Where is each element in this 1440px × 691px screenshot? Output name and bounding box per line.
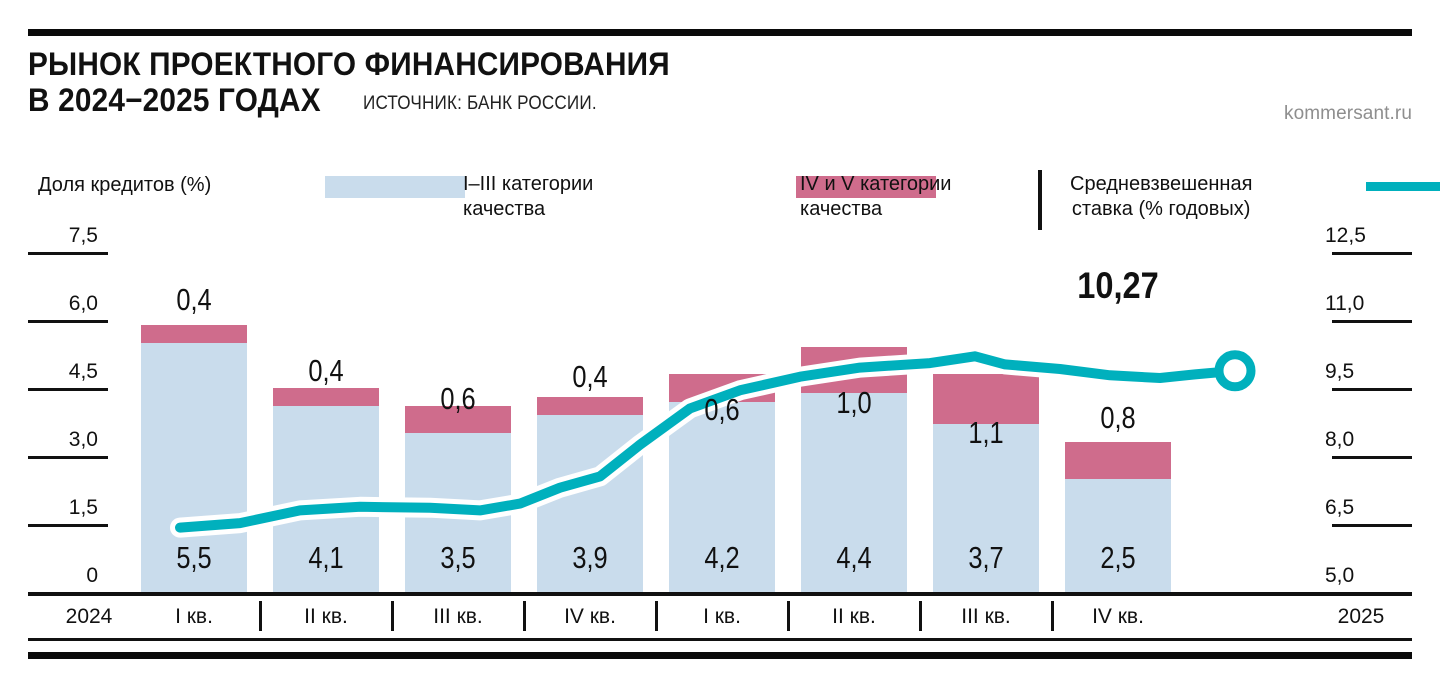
legend-swatch-line: [1366, 182, 1440, 191]
y-tick-label-right: 9,5: [1325, 360, 1355, 383]
y-tick-left: [28, 320, 108, 323]
bar-value-label-pink: 0,4: [572, 359, 608, 394]
bar-value-label-pink: 0,8: [1100, 400, 1136, 435]
bar-value-label-blue: 4,4: [836, 540, 872, 575]
y-tick-right: [1332, 320, 1412, 323]
x-axis-tick-label: II кв.: [304, 605, 348, 628]
bar-value-label-blue: 5,5: [176, 540, 212, 575]
bar-value-label-pink: 0,6: [704, 392, 740, 427]
x-axis-separator: [919, 601, 922, 631]
bar-value-label-blue: 3,7: [968, 540, 1004, 575]
x-axis-separator: [523, 601, 526, 631]
y-tick-label-right: 11,0: [1325, 292, 1365, 315]
bar-value-label-blue: 3,9: [572, 540, 608, 575]
bar-value-label-blue: 2,5: [1100, 540, 1136, 575]
bar-value-label-blue: 4,1: [308, 540, 344, 575]
x-axis-separator: [655, 601, 658, 631]
legend-swatch-pink: [796, 176, 936, 198]
y-tick-label-right: 6,5: [1325, 496, 1355, 519]
y-tick-label-left: 7,5: [68, 224, 98, 247]
rate-end-value-label: 10,27: [1077, 265, 1159, 306]
legend-swatch-blue: [325, 176, 465, 198]
page-title-line1: РЫНОК ПРОЕКТНОГО ФИНАНСИРОВАНИЯ: [28, 46, 670, 82]
bottom-rule: [28, 652, 1412, 659]
x-axis-tick-label: I кв.: [703, 605, 741, 628]
y-tick-label-right: 12,5: [1325, 224, 1366, 247]
y-tick-left: [28, 252, 108, 255]
y-tick-right: [1332, 388, 1412, 391]
x-axis-tick-label: III кв.: [961, 605, 1011, 628]
y-tick-right: [1332, 252, 1412, 255]
y-tick-label-right: 5,0: [1325, 564, 1355, 587]
x-axis-tick-label: III кв.: [433, 605, 483, 628]
y-tick-left: [28, 456, 108, 459]
legend-label-rate: Средневзвешенная ставка (% годовых): [1070, 173, 1253, 220]
bar-segment-quality-4-5[interactable]: [141, 324, 247, 343]
x-axis-group-label-2025: 2025: [1337, 605, 1385, 628]
x-axis-rule-lower: [28, 638, 1412, 641]
x-axis-tick-label: IV кв.: [564, 605, 616, 628]
bar-segment-quality-4-5[interactable]: [537, 397, 643, 416]
x-axis-tick-label: II кв.: [832, 605, 876, 628]
bar-value-label-blue: 3,5: [440, 540, 476, 575]
x-axis-separator: [391, 601, 394, 631]
y-tick-right: [1332, 524, 1412, 527]
y-tick-right: [1332, 456, 1412, 459]
x-axis-separator: [787, 601, 790, 631]
left-axis-title: Доля кредитов (%): [38, 174, 212, 196]
legend-label-pink: IV и V категории качества: [800, 173, 952, 220]
page-title-line2: В 2024−2025 ГОДАХ: [28, 82, 321, 118]
x-axis-separator: [1051, 601, 1054, 631]
bar-value-label-blue: 4,2: [704, 540, 740, 575]
y-tick-label-right: 8,0: [1325, 428, 1355, 451]
x-axis-separator: [259, 601, 262, 631]
bar-value-label-pink: 0,6: [440, 381, 476, 416]
top-rule: [28, 29, 1412, 36]
bar-value-label-pink: 0,4: [176, 282, 212, 317]
legend-label-blue: I–III категории качества: [463, 173, 594, 220]
brand-label: kommersant.ru: [1283, 103, 1412, 124]
y-tick-label-left: 0: [86, 564, 98, 587]
x-axis-rule: [28, 592, 1412, 596]
bar-value-label-pink: 1,1: [968, 415, 1004, 450]
legend-divider: [1038, 170, 1042, 230]
x-axis-group-label-2024: 2024: [65, 605, 113, 628]
bar-value-label-pink: 0,4: [308, 353, 344, 388]
y-tick-label-left: 4,5: [68, 360, 98, 383]
y-tick-left: [28, 524, 108, 527]
bar-segment-quality-4-5[interactable]: [273, 388, 379, 407]
source-note: ИСТОЧНИК: БАНК РОССИИ.: [362, 93, 597, 114]
chart-legend: Доля кредитов (%) I–III категории качеств…: [38, 170, 1440, 232]
y-tick-label-left: 1,5: [68, 496, 98, 519]
line-endpoint-marker: [1214, 350, 1256, 392]
bar-value-label-pink: 1,0: [836, 385, 872, 420]
y-tick-left: [28, 388, 108, 391]
x-axis-tick-label: IV кв.: [1092, 605, 1144, 628]
bar-segment-quality-4-5[interactable]: [1065, 442, 1171, 479]
x-axis-tick-label: I кв.: [175, 605, 213, 628]
header: РЫНОК ПРОЕКТНОГО ФИНАНСИРОВАНИЯ В 2024−2…: [28, 46, 1412, 118]
y-tick-label-left: 6,0: [68, 292, 98, 315]
y-tick-label-left: 3,0: [68, 428, 98, 451]
